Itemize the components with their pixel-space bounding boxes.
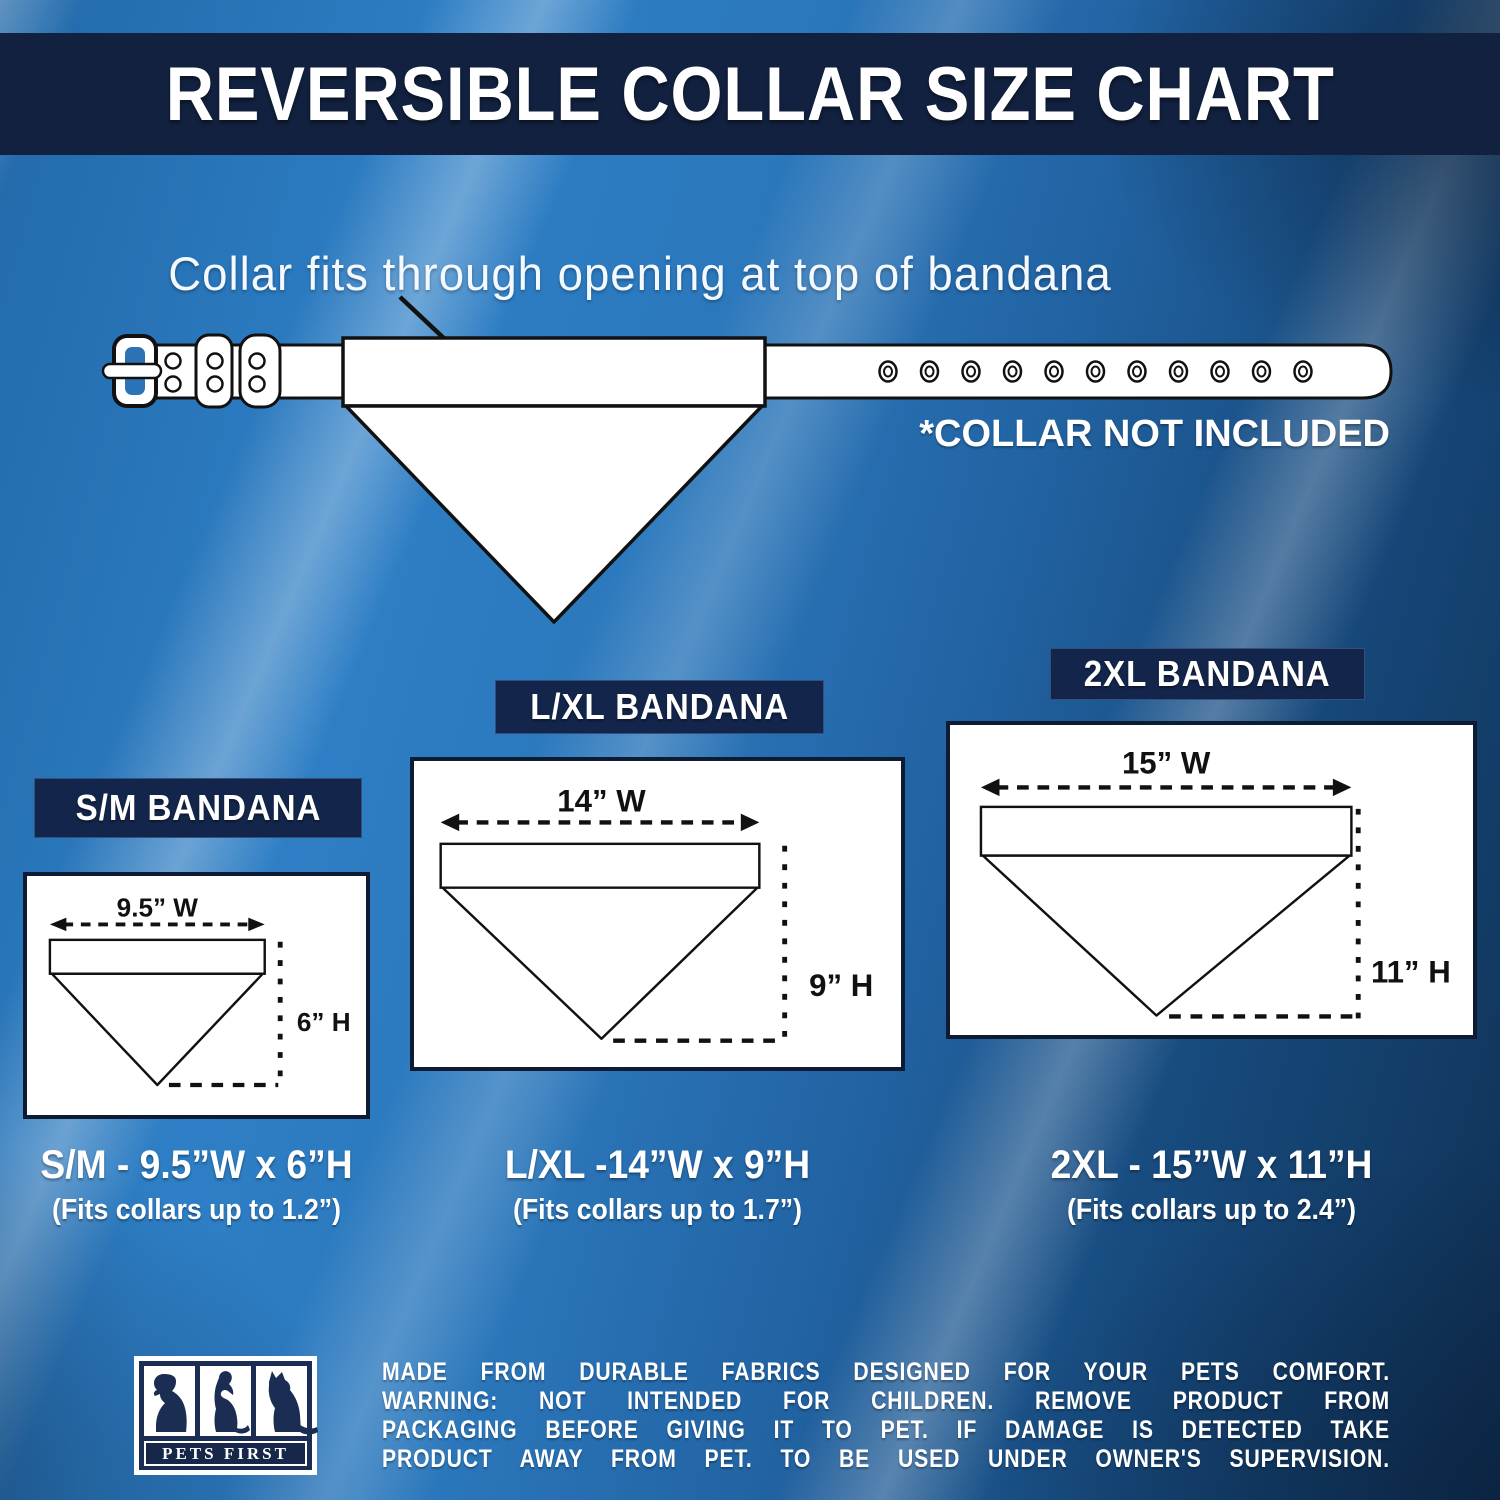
logo-text: PETS FIRST (162, 1443, 289, 1463)
lxl-width-label: 14” W (557, 784, 646, 819)
xxl-panel-header-label: 2XL BANDANA (1084, 653, 1331, 694)
strap-keeper (194, 333, 234, 409)
warning-line: WARNING: NOT INTENDED FOR CHILDREN. REMO… (382, 1387, 1390, 1415)
bandana-triangle (50, 972, 264, 1087)
collar-eyelets (878, 360, 1313, 383)
warning-text: MADE FROM DURABLE FABRICS DESIGNED FOR Y… (382, 1358, 1390, 1474)
bandana-triangle (344, 404, 764, 624)
collar-eyelet (883, 365, 893, 378)
buckle-icon (101, 334, 163, 408)
collar-illustration (101, 295, 1393, 624)
sm-caption: S/M - 9.5”W x 6”H (40, 1143, 353, 1187)
warning-line: MADE FROM DURABLE FABRICS DESIGNED FOR Y… (382, 1358, 1390, 1386)
lxl-diagram: 14” W 9” H (439, 784, 873, 1044)
sm-panel-header: S/M BANDANA (34, 778, 362, 838)
collar-not-included-note: *COLLAR NOT INCLUDED (919, 413, 1390, 455)
collar-eyelet (1256, 365, 1267, 378)
collar-caption: Collar fits through opening at top of ba… (168, 247, 1112, 300)
collar-eyelet (1132, 365, 1142, 378)
bandana-sleeve (341, 336, 767, 408)
width-arrow (440, 813, 760, 832)
strap-holes (164, 352, 266, 393)
lxl-height-label: 9” H (809, 968, 873, 1003)
dog-silhouette-3 (256, 1366, 318, 1436)
lxl-caption: L/XL -14”W x 9”H (504, 1143, 811, 1187)
width-arrow (980, 778, 1352, 797)
lxl-panel-header: L/XL BANDANA (495, 680, 824, 734)
warning-line: PRODUCT AWAY FROM PET. TO BE USED UNDER … (382, 1445, 1390, 1473)
collar-eyelet (966, 365, 976, 378)
lxl-fit-note: (Fits collars up to 1.7”) (512, 1194, 803, 1226)
sm-panel: 9.5” W 6” H (23, 872, 370, 1119)
collar-eyelet (1298, 365, 1308, 378)
dog-silhouette-2 (200, 1366, 251, 1436)
dog-silhouette-1 (144, 1366, 195, 1436)
width-arrow (49, 917, 265, 932)
lxl-panel-header-label: L/XL BANDANA (530, 686, 789, 727)
sm-panel-header-label: S/M BANDANA (75, 787, 321, 828)
bandana-band (48, 938, 266, 975)
warning-line: PACKAGING BEFORE GIVING IT TO PET. IF DA… (382, 1416, 1390, 1444)
lxl-panel: 14” W 9” H (410, 757, 905, 1071)
sm-height-label: 6” H (297, 1007, 351, 1037)
collar-eyelet (1173, 365, 1184, 378)
sm-fit-note: (Fits collars up to 1.2”) (51, 1194, 342, 1226)
page-title: REVERSIBLE COLLAR SIZE CHART (165, 51, 1335, 137)
logo-dog-cells (144, 1366, 318, 1436)
bandana-triangle (981, 854, 1351, 1017)
sm-diagram: 9.5” W 6” H (48, 893, 351, 1088)
strap-keeper (238, 333, 282, 409)
logo-name-bar: PETS FIRST (144, 1441, 307, 1466)
collar-eyelet (1049, 365, 1059, 378)
bandana-band (439, 842, 761, 889)
collar-strap-right (763, 343, 1393, 400)
begging-dog-icon (214, 1371, 250, 1434)
collar-eyelet (1215, 365, 1225, 378)
bandana-triangle (441, 886, 759, 1040)
xxl-height-label: 11” H (1371, 954, 1451, 989)
pets-first-logo: PETS FIRST (134, 1356, 318, 1475)
collar-eyelet (1007, 365, 1018, 378)
bandana-band (979, 805, 1353, 857)
title-band: REVERSIBLE COLLAR SIZE CHART (0, 33, 1500, 155)
collar-eyelet (924, 365, 935, 378)
xxl-panel-header: 2XL BANDANA (1050, 648, 1365, 700)
sm-width-label: 9.5” W (117, 893, 199, 923)
xxl-panel: 15” W 11” H (946, 721, 1477, 1039)
shepherd-dog-icon (268, 1371, 318, 1435)
xxl-caption: 2XL - 15”W x 11”H (1050, 1143, 1373, 1187)
xxl-diagram: 15” W 11” H (979, 746, 1451, 1020)
buckle-prong (101, 362, 163, 380)
collar-eyelet (1090, 365, 1101, 378)
sitting-dog-icon (153, 1374, 187, 1432)
xxl-fit-note: (Fits collars up to 2.4”) (1066, 1194, 1357, 1226)
xxl-width-label: 15” W (1122, 746, 1211, 781)
